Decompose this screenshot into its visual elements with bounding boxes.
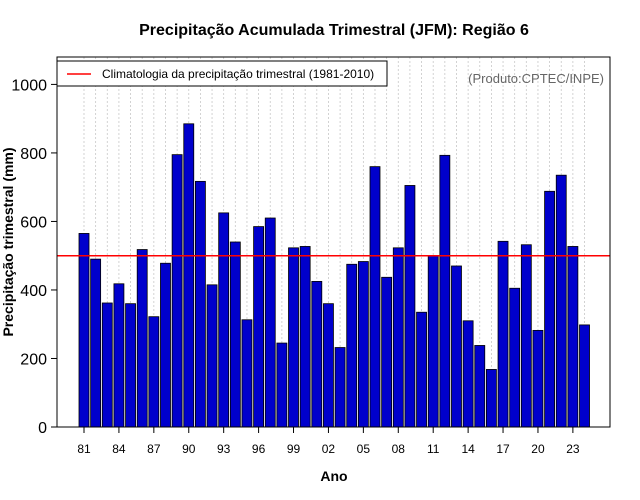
bar-1995 xyxy=(241,319,253,428)
bar-2000 xyxy=(299,246,311,428)
bar-1996 xyxy=(253,226,265,428)
x-tick-label: 90 xyxy=(182,442,196,456)
bar-1989 xyxy=(171,154,183,428)
y-axis: 0 200 400 600 800 1000 xyxy=(11,77,57,437)
bar-1990 xyxy=(183,123,195,428)
bar-1998 xyxy=(276,342,288,428)
bar-1991 xyxy=(194,180,206,428)
x-tick-label: 96 xyxy=(252,442,266,456)
x-tick-label: 99 xyxy=(287,442,301,456)
bar-2008 xyxy=(392,247,404,428)
bar-1982 xyxy=(90,258,102,428)
product-credit: (Produto:CPTEC/INPE) xyxy=(468,71,604,86)
bar-1983 xyxy=(101,302,113,428)
bar-2018 xyxy=(509,287,521,428)
bar-1993 xyxy=(218,212,230,428)
x-tick-label: 87 xyxy=(147,442,161,456)
bar-2014 xyxy=(462,320,474,428)
bar-2020 xyxy=(532,329,544,428)
legend-box xyxy=(56,60,388,87)
x-tick-label: 05 xyxy=(357,442,371,456)
bar-2011 xyxy=(427,255,439,428)
bar-2022 xyxy=(555,174,567,428)
bars xyxy=(78,123,590,428)
bar-1994 xyxy=(229,241,241,428)
bar-1992 xyxy=(206,284,218,428)
bar-1985 xyxy=(125,303,136,428)
x-tick-label: 02 xyxy=(322,442,336,456)
x-axis: 81 84 87 90 93 96 99 02 05 08 11 14 17 20 23 xyxy=(77,427,580,456)
x-tick-label: 11 xyxy=(427,442,440,456)
bar-2021 xyxy=(544,190,555,428)
y-tick-label: 0 xyxy=(38,420,47,437)
bar-2005 xyxy=(357,261,369,428)
bar-2003 xyxy=(334,347,346,428)
y-axis-label: Precipitação trimestral (mm) xyxy=(0,147,16,336)
y-tick-label: 600 xyxy=(20,214,47,231)
legend-climatology-label: Climatologia da precipitação trimestral … xyxy=(102,67,374,81)
y-tick-label: 800 xyxy=(20,146,47,163)
bar-1999 xyxy=(288,247,299,428)
x-tick-label: 17 xyxy=(496,442,510,456)
x-tick-label: 20 xyxy=(531,442,545,456)
bar-2006 xyxy=(369,166,381,428)
bar-2019 xyxy=(520,244,532,428)
bar-2010 xyxy=(416,311,427,428)
bar-2024 xyxy=(579,324,590,428)
bar-2002 xyxy=(323,303,334,428)
bar-2001 xyxy=(311,280,323,428)
bar-2012 xyxy=(439,154,451,428)
bar-2013 xyxy=(451,265,462,428)
x-tick-label: 84 xyxy=(112,442,126,456)
bar-2017 xyxy=(497,240,509,428)
chart-title: Precipitação Acumulada Trimestral (JFM):… xyxy=(139,22,529,39)
x-tick-label: 81 xyxy=(77,442,91,456)
bar-2004 xyxy=(346,263,358,428)
x-tick-label: 14 xyxy=(461,442,475,456)
x-axis-label: Ano xyxy=(320,468,347,484)
bar-1984 xyxy=(113,283,125,428)
bar-2015 xyxy=(474,345,486,428)
x-tick-label: 93 xyxy=(217,442,231,456)
y-tick-label: 1000 xyxy=(11,77,47,94)
legend: Climatologia da precipitação trimestral … xyxy=(56,60,388,87)
bar-1987 xyxy=(148,316,160,428)
y-tick-label: 400 xyxy=(20,283,47,300)
plot-frame xyxy=(56,56,611,428)
x-tick-label: 23 xyxy=(566,442,580,456)
x-tick-label: 08 xyxy=(392,442,406,456)
bar-2007 xyxy=(381,276,393,428)
bar-1988 xyxy=(160,262,171,428)
bar-2016 xyxy=(485,369,497,428)
bar-1981 xyxy=(78,233,90,428)
y-tick-label: 200 xyxy=(20,351,47,368)
bar-1997 xyxy=(264,217,276,428)
bar-1986 xyxy=(136,249,148,428)
bar-2009 xyxy=(404,185,416,428)
bar-2023 xyxy=(567,246,579,428)
